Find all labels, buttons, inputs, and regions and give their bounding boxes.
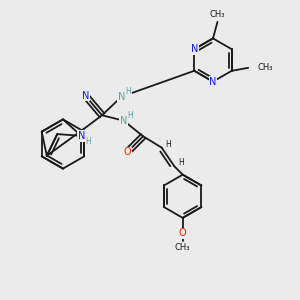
Text: N: N <box>118 92 125 102</box>
Text: N: N <box>78 131 85 141</box>
Text: H: H <box>127 111 133 120</box>
Text: H: H <box>85 137 91 146</box>
Text: H: H <box>178 158 184 167</box>
Text: O: O <box>179 229 187 238</box>
Text: H: H <box>125 87 131 96</box>
Text: N: N <box>120 116 127 126</box>
Text: O: O <box>124 148 131 158</box>
Text: H: H <box>165 140 171 148</box>
Text: N: N <box>209 76 217 87</box>
Text: CH₃: CH₃ <box>257 63 273 72</box>
Text: N: N <box>190 44 198 54</box>
Text: N: N <box>82 91 89 101</box>
Text: CH₃: CH₃ <box>175 243 190 252</box>
Text: CH₃: CH₃ <box>210 10 225 19</box>
